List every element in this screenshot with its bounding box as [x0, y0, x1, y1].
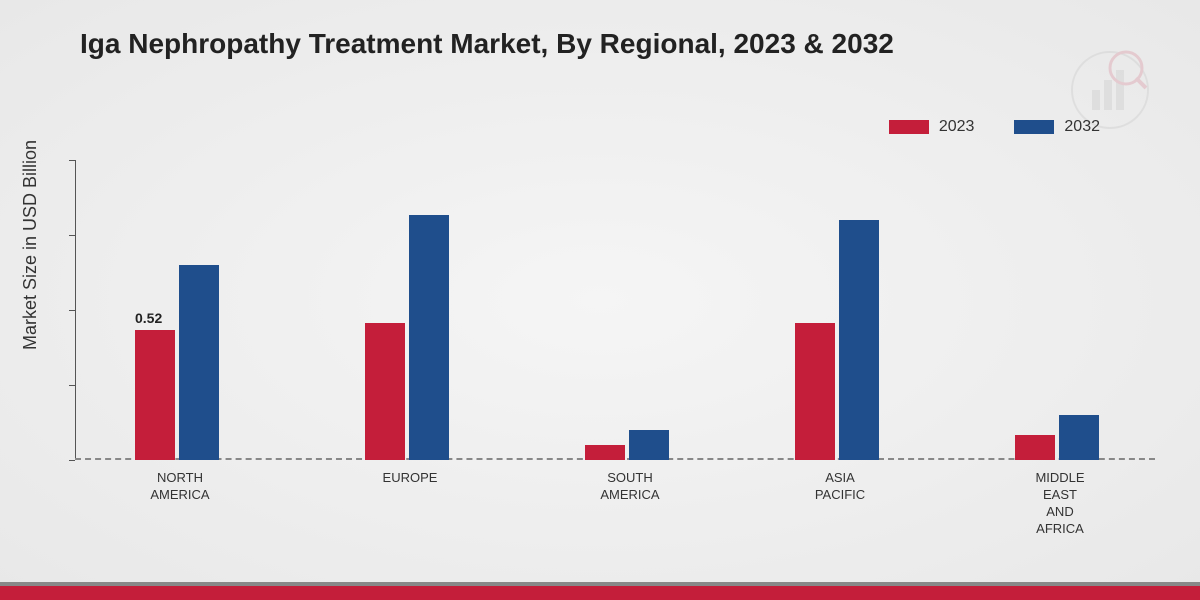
plot-area: 0.52 NORTH AMERICAEUROPESOUTH AMERICAASI…	[75, 160, 1155, 460]
bar	[795, 323, 835, 461]
bar-group	[1015, 415, 1099, 460]
bar	[839, 220, 879, 460]
category-label: NORTH AMERICA	[115, 470, 245, 504]
category-label: MIDDLE EAST AND AFRICA	[995, 470, 1125, 538]
bar-group	[585, 430, 669, 460]
bar	[365, 323, 405, 461]
legend: 2023 2032	[889, 118, 1100, 136]
y-axis-line	[75, 160, 76, 460]
bar: 0.52	[135, 330, 175, 460]
bar	[179, 265, 219, 460]
legend-label-2023: 2023	[939, 118, 975, 136]
legend-label-2032: 2032	[1064, 118, 1100, 136]
legend-swatch-2032	[1014, 120, 1054, 134]
y-tick	[69, 160, 75, 161]
category-label: ASIA PACIFIC	[775, 470, 905, 504]
bar-group	[365, 215, 449, 460]
chart-title: Iga Nephropathy Treatment Market, By Reg…	[80, 28, 894, 60]
chart-container: Iga Nephropathy Treatment Market, By Reg…	[0, 0, 1200, 600]
category-label: SOUTH AMERICA	[565, 470, 695, 504]
bottom-accent-bar	[0, 586, 1200, 600]
y-axis-label: Market Size in USD Billion	[20, 140, 41, 350]
bar	[629, 430, 669, 460]
bar	[409, 215, 449, 460]
bar-group: 0.52	[135, 265, 219, 460]
y-tick	[69, 310, 75, 311]
bar	[1059, 415, 1099, 460]
bar-group	[795, 220, 879, 460]
legend-swatch-2023	[889, 120, 929, 134]
y-tick	[69, 385, 75, 386]
y-tick	[69, 460, 75, 461]
y-tick	[69, 235, 75, 236]
bar-value-label: 0.52	[135, 310, 162, 326]
legend-item-2032: 2032	[1014, 118, 1100, 136]
bar	[1015, 435, 1055, 460]
category-label: EUROPE	[345, 470, 475, 487]
legend-item-2023: 2023	[889, 118, 975, 136]
bar	[585, 445, 625, 460]
